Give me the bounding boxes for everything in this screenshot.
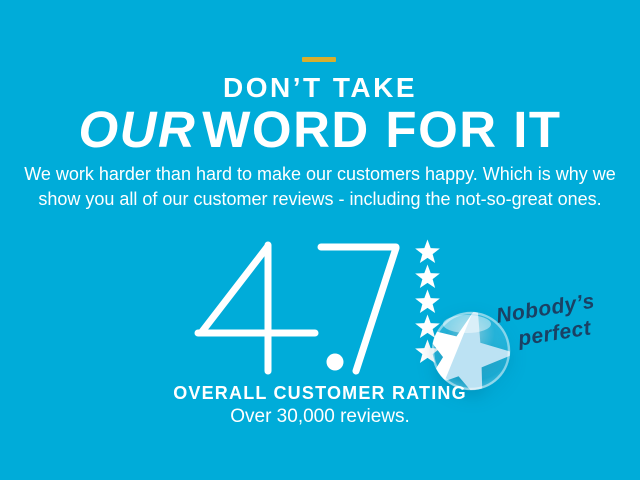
magnifier-lens-icon [424, 304, 518, 398]
rating-label: OVERALL CUSTOMER RATING [173, 383, 467, 403]
star-icon [414, 314, 441, 339]
rating-value [193, 240, 405, 375]
star-icon [414, 289, 441, 314]
eyebrow-title: DON’T TAKE [222, 72, 418, 103]
main-title-emphasis: OUR [78, 101, 197, 158]
main-title-rest: WORD FOR IT [202, 101, 562, 158]
handwritten-note: Nobody’s perfect [495, 289, 601, 356]
star-icon [414, 264, 441, 289]
accent-dash [302, 57, 336, 62]
star-icon [414, 239, 441, 264]
subtitle-line: show you all of our customer reviews - i… [38, 189, 602, 209]
main-title: OUR WORD FOR IT [0, 100, 640, 159]
subtitle-line: We work harder than hard to make our cus… [24, 164, 616, 184]
reviews-count: Over 30,000 reviews. [230, 406, 410, 427]
star-icon [414, 339, 441, 364]
subtitle: We work harder than hard to make our cus… [0, 162, 640, 212]
